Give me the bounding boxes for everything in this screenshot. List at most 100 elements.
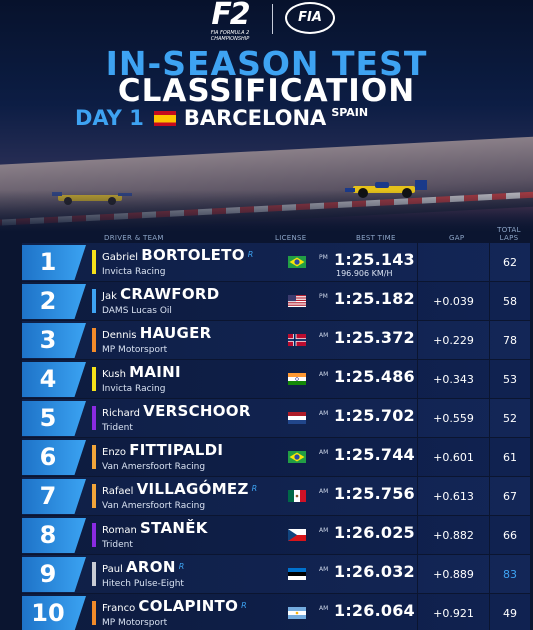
title-line-2: CLASSIFICATION [117, 73, 416, 109]
team-color-bar [92, 367, 96, 391]
driver-name: Rafael VILLAGÓMEZ R [102, 481, 292, 500]
driver-cell: Gabriel BORTOLETO R Invicta Racing [102, 247, 292, 278]
header-driver-team: DRIVER & TEAM [104, 234, 164, 242]
driver-name: Franco COLAPINTO R [102, 598, 292, 617]
header-best-time: BEST TIME [356, 234, 396, 242]
driver-name: Roman STANĚK [102, 520, 292, 539]
br-flag-icon [288, 256, 306, 268]
position-badge: 10 [22, 596, 86, 630]
best-time: 1:25.702 [334, 406, 415, 425]
driver-cell: Kush MAINI Invicta Racing [102, 364, 292, 395]
total-laps-value: 53 [489, 360, 530, 399]
f2-logo: F2 FIA FORMULA 2 CHAMPIONSHIP [196, 0, 264, 42]
gap-value: +0.343 [417, 360, 489, 399]
subtitle-country: SPAIN [331, 106, 369, 119]
gap-value: +0.601 [417, 438, 489, 477]
table-row: 10 Franco COLAPINTO R MP Motorsport AM 1:… [22, 594, 530, 630]
driver-last-name: FITTIPALDI [129, 441, 224, 459]
team-color-bar [92, 250, 96, 274]
driver-last-name: ARON [126, 558, 176, 576]
best-time: 1:25.744 [334, 445, 415, 464]
driver-name: Richard VERSCHOOR [102, 403, 292, 422]
fia-logo: FIA [285, 2, 335, 34]
best-time: 1:26.032 [334, 562, 415, 581]
driver-first-name: Paul [102, 564, 123, 575]
session-ampm: AM [319, 371, 329, 378]
gap-value: +0.039 [417, 282, 489, 321]
subtitle-day: DAY 1 [75, 106, 144, 130]
f2-logo-text: F2 [211, 0, 250, 32]
table-row: 2 Jak CRAWFORD DAMS Lucas Oil PM 1:25.18… [22, 282, 530, 321]
driver-first-name: Gabriel [102, 252, 139, 263]
gap-value [417, 243, 489, 282]
total-laps-value: 49 [489, 594, 530, 630]
total-laps-value: 78 [489, 321, 530, 360]
br-flag-icon [288, 451, 306, 463]
driver-last-name: MAINI [129, 363, 181, 381]
session-ampm: AM [319, 566, 329, 573]
mx-flag-icon [288, 490, 306, 502]
total-laps-value: 61 [489, 438, 530, 477]
driver-last-name: VILLAGÓMEZ [136, 480, 249, 498]
driver-cell: Paul ARON R Hitech Pulse-Eight [102, 559, 292, 590]
header-total-laps: TOTAL LAPS [497, 226, 521, 242]
best-time: 1:25.182 [334, 289, 415, 308]
table-row: 8 Roman STANĚK Trident AM 1:26.025 +0.88… [22, 516, 530, 555]
ee-flag-icon [288, 568, 306, 580]
best-time: 1:25.143 [334, 250, 415, 269]
driver-first-name: Rafael [102, 486, 134, 497]
driver-cell: Rafael VILLAGÓMEZ R Van Amersfoort Racing [102, 481, 292, 512]
driver-cell: Enzo FITTIPALDI Van Amersfoort Racing [102, 442, 292, 473]
team-color-bar [92, 328, 96, 352]
header-gap: GAP [449, 234, 465, 242]
driver-first-name: Richard [102, 408, 140, 419]
driver-first-name: Dennis [102, 330, 137, 341]
position-badge: 7 [22, 479, 86, 514]
driver-first-name: Franco [102, 603, 136, 614]
driver-first-name: Enzo [102, 447, 127, 458]
team-name: Van Amersfoort Racing [102, 501, 206, 511]
team-color-bar [92, 445, 96, 469]
session-ampm: PM [319, 254, 328, 261]
rookie-badge: R [247, 250, 254, 259]
best-time: 1:25.372 [334, 328, 415, 347]
gap-value: +0.613 [417, 477, 489, 516]
driver-last-name: STANĚK [140, 519, 208, 537]
position-badge: 9 [22, 557, 86, 592]
cz-flag-icon [288, 529, 306, 541]
position-badge: 3 [22, 323, 86, 358]
team-name: Invicta Racing [102, 267, 166, 277]
us-flag-icon [288, 295, 306, 307]
title-line-1: IN-SEASON TEST [105, 44, 428, 83]
no-flag-icon [288, 334, 306, 346]
in-flag-icon [288, 373, 306, 385]
position-badge: 4 [22, 362, 86, 397]
session-ampm: AM [319, 488, 329, 495]
team-name: Trident [102, 423, 133, 433]
driver-cell: Franco COLAPINTO R MP Motorsport [102, 598, 292, 629]
driver-last-name: BORTOLETO [141, 246, 245, 264]
driver-first-name: Kush [102, 369, 126, 380]
team-name: MP Motorsport [102, 618, 168, 628]
total-laps-value: 66 [489, 516, 530, 555]
table-row: 9 Paul ARON R Hitech Pulse-Eight AM 1:26.… [22, 555, 530, 594]
team-color-bar [92, 406, 96, 430]
driver-first-name: Roman [102, 525, 137, 536]
team-name: Invicta Racing [102, 384, 166, 394]
session-ampm: PM [319, 293, 328, 300]
position-badge: 2 [22, 284, 86, 319]
gap-value: +0.559 [417, 399, 489, 438]
session-ampm: AM [319, 527, 329, 534]
hero-fade [0, 190, 533, 232]
table-row: 6 Enzo FITTIPALDI Van Amersfoort Racing … [22, 438, 530, 477]
gap-value: +0.229 [417, 321, 489, 360]
driver-last-name: VERSCHOOR [143, 402, 251, 420]
f2-logo-subtext: FIA FORMULA 2 CHAMPIONSHIP [210, 30, 250, 42]
total-laps-value: 83 [489, 555, 530, 594]
best-time: 1:25.486 [334, 367, 415, 386]
classification-table: 1 Gabriel BORTOLETO R Invicta Racing PM 1… [22, 243, 530, 630]
session-ampm: AM [319, 449, 329, 456]
total-laps-value: 52 [489, 399, 530, 438]
driver-cell: Roman STANĚK Trident [102, 520, 292, 551]
team-name: MP Motorsport [102, 345, 168, 355]
